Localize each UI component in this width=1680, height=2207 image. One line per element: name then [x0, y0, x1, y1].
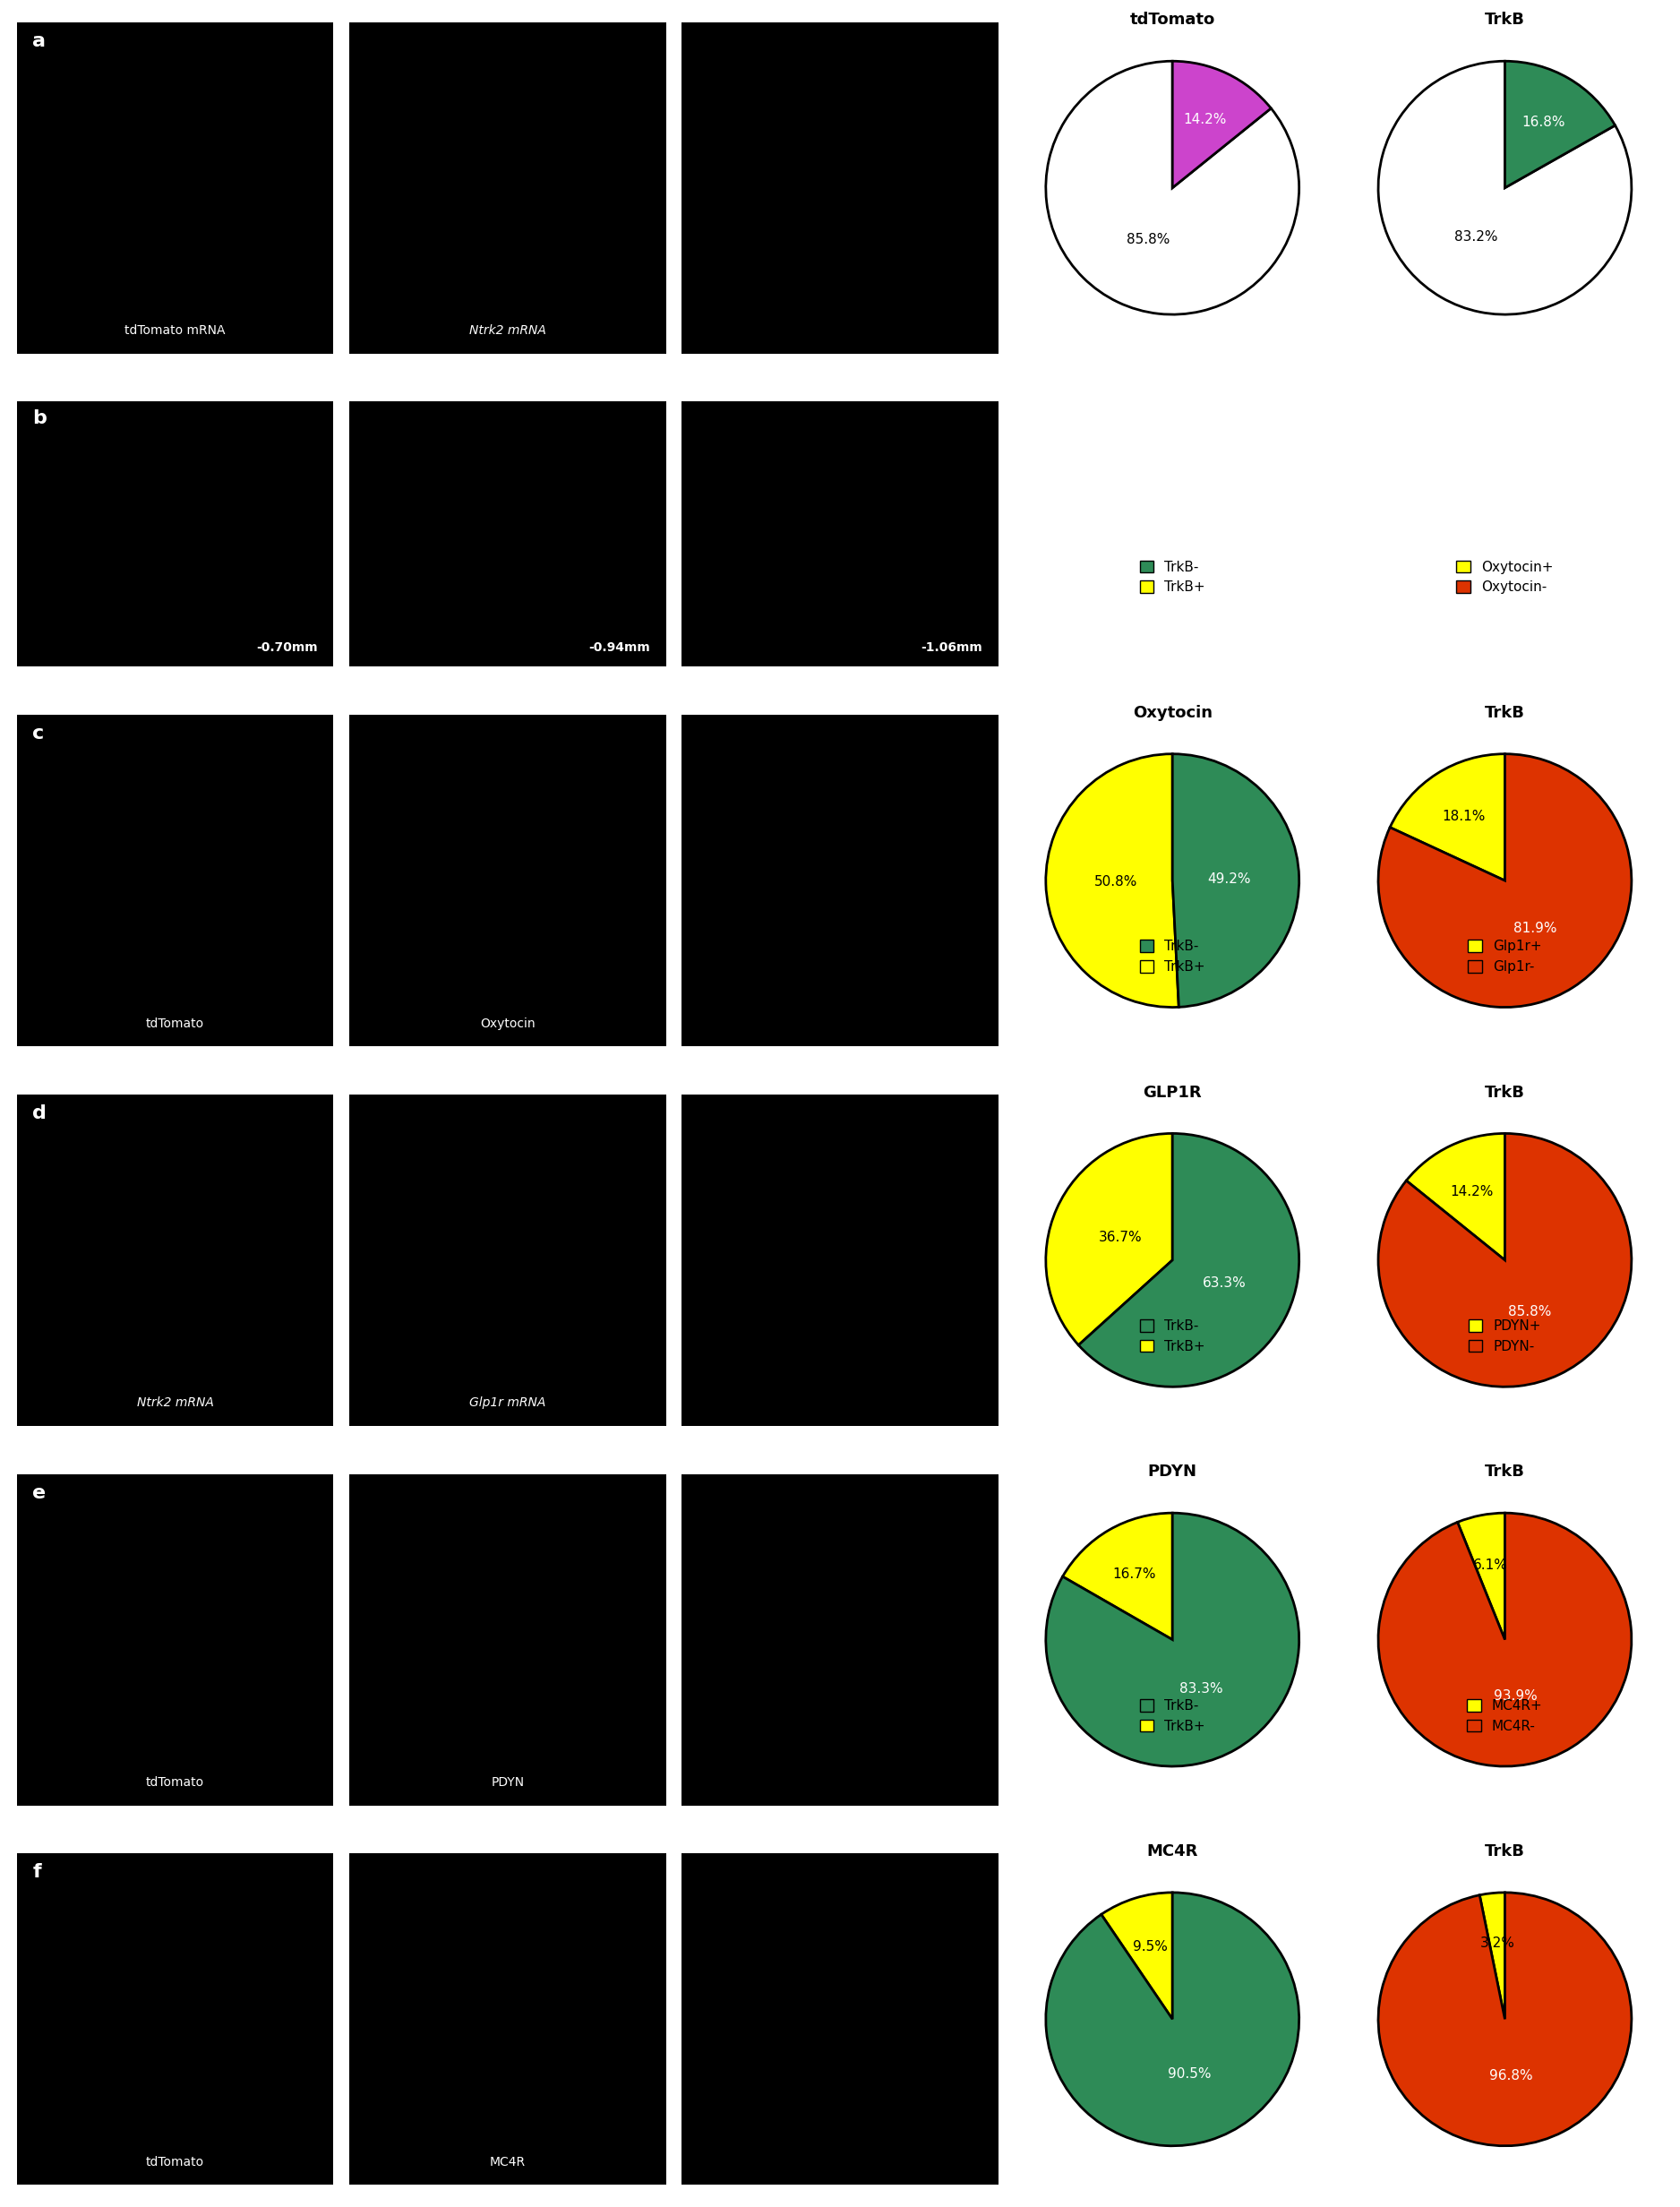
Wedge shape [1102, 1894, 1173, 2019]
Text: MC4R: MC4R [489, 2156, 526, 2167]
Text: 96.8%: 96.8% [1488, 2070, 1532, 2083]
Title: GLP1R: GLP1R [1142, 1084, 1201, 1101]
Legend: TrkB-, TrkB+: TrkB-, TrkB+ [1134, 1313, 1211, 1360]
Title: TrkB: TrkB [1485, 1084, 1525, 1101]
Text: 85.8%: 85.8% [1509, 1304, 1551, 1318]
Wedge shape [1378, 62, 1631, 313]
Wedge shape [1505, 62, 1614, 188]
Wedge shape [1047, 1514, 1299, 1766]
Wedge shape [1378, 1134, 1631, 1386]
Text: -0.94mm: -0.94mm [588, 640, 650, 653]
Title: TrkB: TrkB [1485, 11, 1525, 29]
Wedge shape [1389, 755, 1505, 881]
Text: 14.2%: 14.2% [1184, 113, 1226, 126]
Legend: MC4R+, MC4R-: MC4R+, MC4R- [1462, 1693, 1547, 1739]
Text: 18.1%: 18.1% [1443, 810, 1485, 823]
Text: 83.3%: 83.3% [1179, 1682, 1223, 1695]
Wedge shape [1047, 1894, 1299, 2145]
Legend: Glp1r+, Glp1r-: Glp1r+, Glp1r- [1463, 934, 1547, 980]
Wedge shape [1480, 1894, 1505, 2019]
Legend: PDYN+, PDYN-: PDYN+, PDYN- [1463, 1313, 1547, 1360]
Wedge shape [1378, 1514, 1631, 1766]
Title: TrkB: TrkB [1485, 1843, 1525, 1861]
Wedge shape [1047, 62, 1299, 313]
Legend: TrkB-, TrkB+: TrkB-, TrkB+ [1134, 934, 1211, 980]
Text: Oxytocin: Oxytocin [480, 1017, 536, 1031]
Text: 9.5%: 9.5% [1132, 1940, 1168, 1953]
Text: b: b [32, 411, 47, 428]
Text: 16.7%: 16.7% [1112, 1567, 1156, 1580]
Text: 36.7%: 36.7% [1099, 1229, 1142, 1245]
Text: PDYN: PDYN [491, 1777, 524, 1790]
Text: 93.9%: 93.9% [1494, 1688, 1537, 1702]
Wedge shape [1047, 1134, 1173, 1344]
Text: 50.8%: 50.8% [1094, 876, 1137, 889]
Text: 6.1%: 6.1% [1473, 1558, 1509, 1571]
Wedge shape [1378, 1894, 1631, 2145]
Legend: TrkB-, TrkB+: TrkB-, TrkB+ [1134, 554, 1211, 600]
Legend: TrkB-, TrkB+: TrkB-, TrkB+ [1134, 1693, 1211, 1739]
Text: f: f [32, 1863, 42, 1880]
Text: 3.2%: 3.2% [1480, 1938, 1515, 1951]
Text: Ntrk2 mRNA: Ntrk2 mRNA [469, 324, 546, 338]
Wedge shape [1406, 1134, 1505, 1260]
Wedge shape [1063, 1514, 1173, 1640]
Title: tdTomato: tdTomato [1129, 11, 1215, 29]
Text: 83.2%: 83.2% [1455, 230, 1499, 243]
Text: e: e [32, 1483, 45, 1501]
Wedge shape [1378, 755, 1631, 1006]
Wedge shape [1458, 1514, 1505, 1640]
Text: 85.8%: 85.8% [1126, 232, 1169, 245]
Legend: Oxytocin+, Oxytocin-: Oxytocin+, Oxytocin- [1452, 554, 1559, 600]
Text: 81.9%: 81.9% [1514, 923, 1557, 936]
Wedge shape [1173, 62, 1272, 188]
Title: TrkB: TrkB [1485, 1463, 1525, 1481]
Text: c: c [32, 724, 44, 744]
Text: d: d [32, 1104, 47, 1121]
Text: -1.06mm: -1.06mm [921, 640, 983, 653]
Text: tdTomato: tdTomato [146, 1777, 205, 1790]
Text: Glp1r mRNA: Glp1r mRNA [469, 1397, 546, 1410]
Wedge shape [1079, 1134, 1299, 1386]
Text: a: a [32, 33, 45, 51]
Title: TrkB: TrkB [1485, 704, 1525, 722]
Title: PDYN: PDYN [1147, 1463, 1198, 1481]
Text: 16.8%: 16.8% [1522, 115, 1564, 128]
Text: tdTomato: tdTomato [146, 2156, 205, 2167]
Text: 14.2%: 14.2% [1450, 1185, 1494, 1198]
Text: -0.70mm: -0.70mm [255, 640, 318, 653]
Text: 49.2%: 49.2% [1208, 872, 1252, 885]
Text: 63.3%: 63.3% [1203, 1276, 1247, 1289]
Title: MC4R: MC4R [1147, 1843, 1198, 1861]
Title: Oxytocin: Oxytocin [1132, 704, 1213, 722]
Wedge shape [1173, 755, 1299, 1006]
Text: 90.5%: 90.5% [1168, 2068, 1211, 2081]
Text: tdTomato mRNA: tdTomato mRNA [124, 324, 225, 338]
Wedge shape [1047, 755, 1179, 1006]
Text: tdTomato: tdTomato [146, 1017, 205, 1031]
Text: Ntrk2 mRNA: Ntrk2 mRNA [136, 1397, 213, 1410]
